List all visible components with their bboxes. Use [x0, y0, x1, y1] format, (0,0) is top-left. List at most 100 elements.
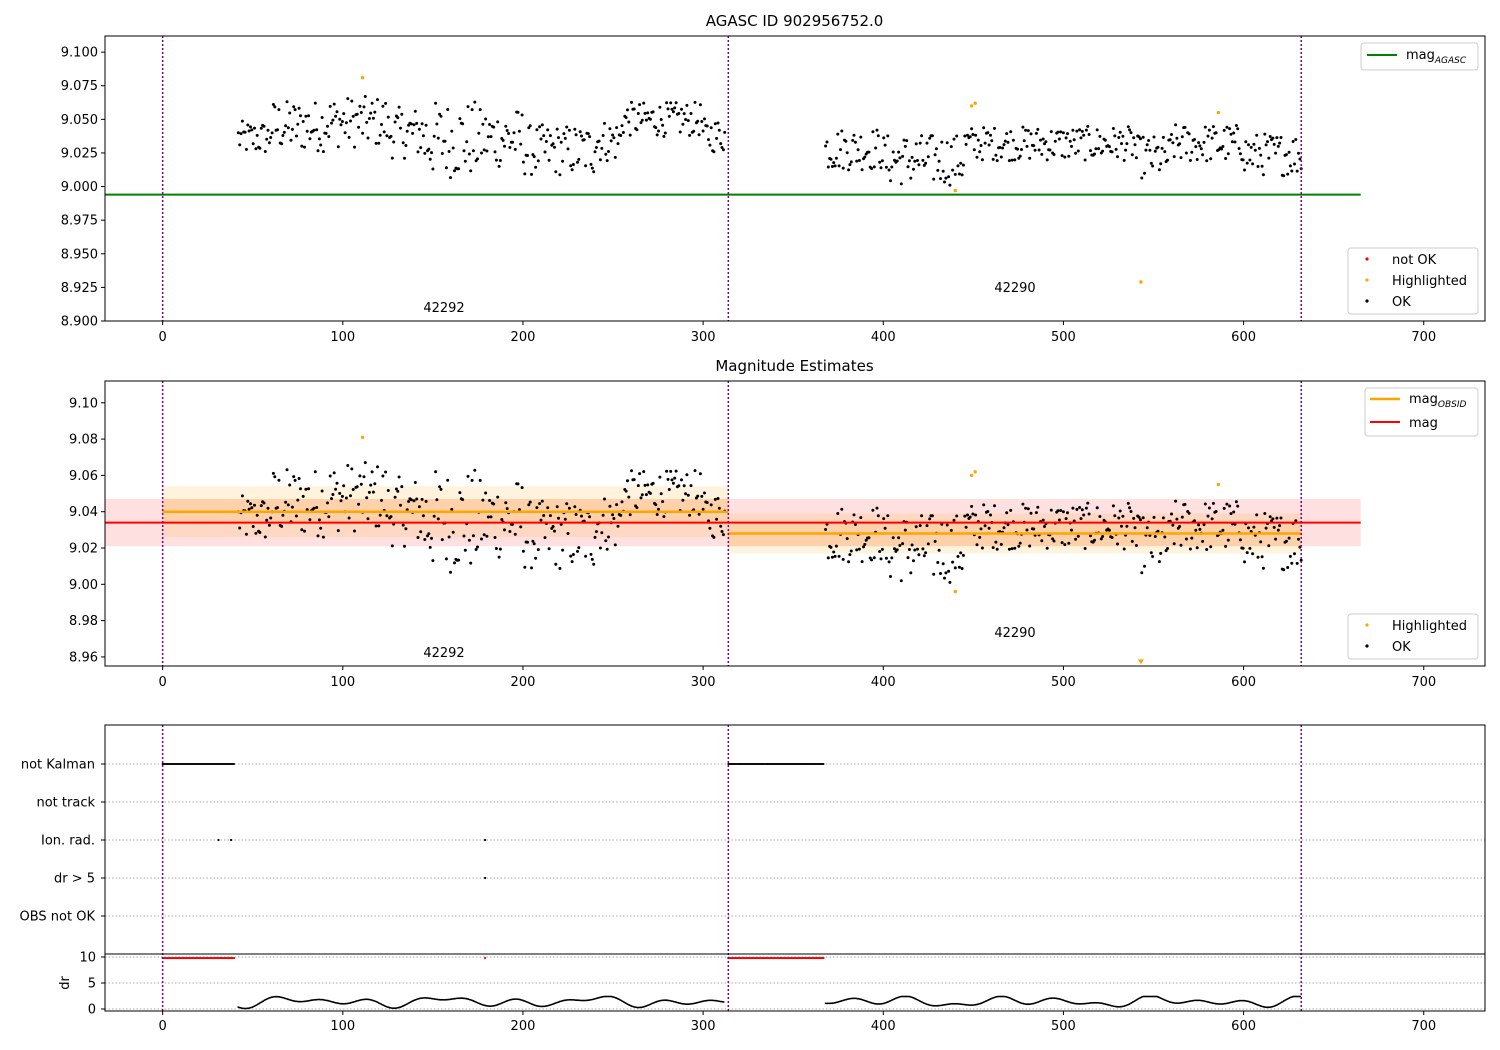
ok-point [307, 114, 311, 118]
ok-point [384, 101, 388, 105]
ok-point [338, 491, 342, 495]
ok-point [1166, 547, 1169, 550]
ok-point [667, 488, 671, 491]
ok-point [1243, 168, 1246, 172]
ok-point [1232, 510, 1236, 514]
ok-point [446, 108, 450, 111]
panel1-frame [104, 35, 1486, 322]
ok-point [600, 531, 604, 535]
ok-point [666, 107, 670, 111]
ok-point [465, 140, 469, 144]
panel-magnitude-estimates: Magnitude Estimates 0 100 200 300 400 500 600 7… [69, 357, 1486, 690]
ok-point [716, 121, 720, 125]
ok-point [930, 134, 934, 138]
ok-point [986, 131, 990, 135]
ok-point [1229, 132, 1233, 136]
ok-point [1110, 536, 1114, 539]
ok-point [382, 130, 386, 134]
ok-point [837, 554, 841, 558]
ok-point [386, 489, 390, 492]
ok-point [963, 134, 967, 138]
x-tick-label-p3: 200 [511, 1019, 536, 1034]
ok-point [338, 117, 342, 121]
ok-point [1252, 525, 1256, 529]
ok-point [296, 498, 300, 502]
ok-point [966, 133, 969, 137]
x-tick-label: 100 [330, 330, 355, 345]
ok-point [504, 124, 508, 128]
flag-not-kalman-mark [822, 763, 825, 765]
ok-point [363, 95, 367, 98]
ok-point [1222, 128, 1226, 132]
ok-point [293, 478, 297, 482]
ok-point [431, 167, 435, 171]
ok-point [1010, 158, 1014, 162]
ok-point [849, 549, 853, 553]
ok-point [358, 474, 362, 478]
ok-point [1006, 140, 1010, 144]
ok-point [684, 118, 688, 121]
ok-point [517, 129, 521, 133]
ok-point [1201, 153, 1205, 157]
ok-point [1268, 515, 1272, 519]
ok-point [344, 496, 348, 500]
ok-point [925, 524, 929, 528]
ok-point [320, 489, 324, 493]
ok-point [709, 503, 713, 507]
ok-point [1184, 537, 1188, 541]
ok-point [870, 167, 874, 170]
ok-point [263, 150, 267, 153]
ok-point [1170, 133, 1173, 136]
ok-point [346, 97, 350, 101]
ok-point [1082, 133, 1086, 137]
ok-point [477, 131, 481, 135]
y-tick-label: 9.08 [69, 433, 98, 448]
ok-point [1095, 506, 1099, 510]
ok-point [282, 130, 286, 134]
ok-point [1193, 519, 1196, 523]
ok-point [1083, 547, 1087, 550]
ok-point [1044, 140, 1048, 144]
ok-point [431, 559, 435, 563]
ok-point [538, 125, 542, 129]
ok-point [558, 173, 562, 177]
ok-point [535, 128, 539, 132]
ok-point [983, 141, 987, 145]
ok-point [482, 148, 486, 152]
ok-point [1007, 159, 1011, 163]
ok-point [902, 138, 906, 142]
ok-point [254, 531, 258, 535]
ok-point [516, 482, 520, 486]
ok-point [1287, 150, 1291, 154]
ok-point [959, 551, 963, 555]
flag-ion-rad-mark [484, 838, 487, 842]
ok-point [597, 139, 601, 143]
ok-point [651, 481, 655, 485]
ok-point [993, 126, 996, 130]
ok-point [297, 106, 301, 110]
ok-point [243, 130, 247, 134]
ok-point [609, 139, 613, 143]
ok-point [662, 134, 666, 138]
ok-point [1190, 536, 1194, 540]
ok-point [665, 469, 669, 473]
ok-point [853, 523, 857, 526]
ok-point [934, 147, 938, 151]
ok-point [528, 500, 532, 504]
ok-point [1111, 504, 1115, 508]
ok-point [1145, 526, 1149, 530]
ok-point [878, 550, 882, 553]
ok-point [1129, 510, 1133, 513]
dr-clipped-mark [822, 956, 825, 960]
ok-point [1220, 147, 1223, 151]
ok-point [717, 128, 721, 132]
ok-point [686, 493, 690, 497]
ok-point [1152, 515, 1156, 519]
ok-point [246, 499, 250, 503]
ok-point [1052, 153, 1056, 156]
ok-point [584, 164, 588, 168]
ok-point [339, 123, 343, 127]
legend-mag-obsid: magOBSID [1409, 392, 1467, 410]
ok-point [378, 513, 382, 517]
ok-point [1272, 142, 1276, 146]
